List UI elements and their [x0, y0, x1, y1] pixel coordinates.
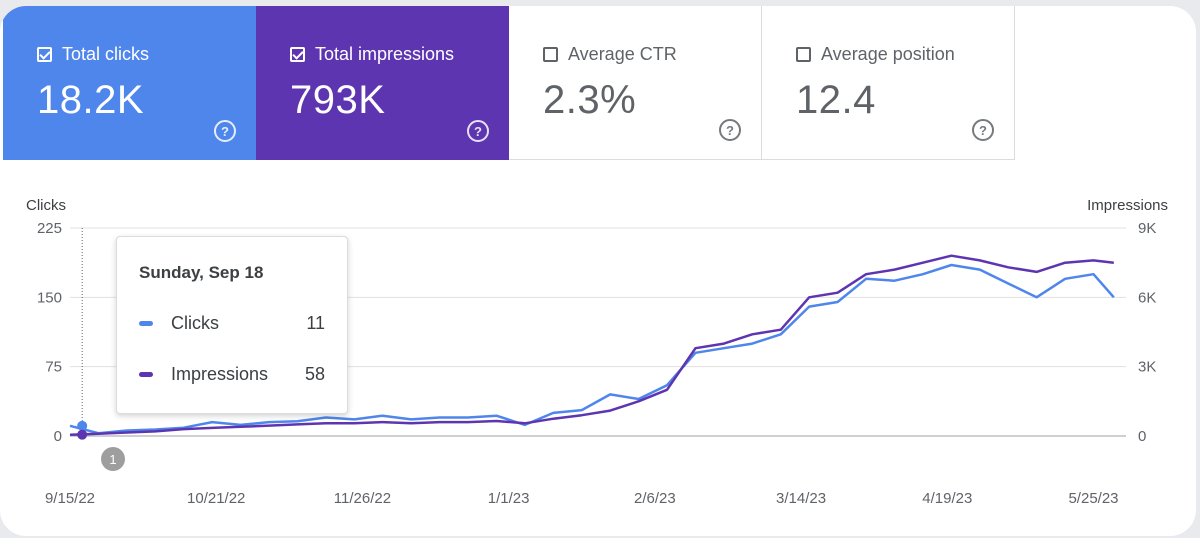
card-label: Average CTR [568, 44, 677, 64]
checkbox-checked-icon[interactable] [290, 47, 305, 62]
y-tick-right: 0 [1138, 428, 1146, 445]
x-tick: 2/6/23 [634, 490, 676, 507]
tooltip-row-clicks: Clicks 11 [139, 313, 325, 334]
tooltip-label: Impressions [171, 364, 269, 384]
annotation-marker[interactable]: 1 [101, 447, 125, 471]
y-axis-right-title: Impressions [1087, 197, 1168, 214]
total-clicks-card[interactable]: Total clicks 18.2K ? [3, 6, 256, 160]
y-tick-left: 225 [37, 220, 62, 237]
average-position-card[interactable]: Average position 12.4 ? [762, 6, 1015, 160]
impressions-swatch [139, 372, 153, 377]
checkbox-unchecked-icon[interactable] [796, 47, 811, 62]
tooltip-value: 58 [304, 364, 325, 384]
help-icon[interactable]: ? [719, 119, 741, 141]
tooltip-label: Clicks [171, 313, 219, 333]
x-tick: 9/15/22 [45, 490, 95, 507]
y-axis-left-title: Clicks [26, 197, 66, 214]
card-header: Average position [796, 44, 955, 65]
card-label: Total impressions [315, 44, 455, 64]
performance-chart: Clicks Impressions 0 0 75 3K 150 6K 225 9K 9/15/22… [26, 197, 1168, 507]
chart-tooltip: Sunday, Sep 18 Clicks 11 Impressions 58 [116, 236, 348, 414]
tooltip-row-impressions: Impressions 58 [139, 364, 325, 385]
x-tick: 10/21/22 [187, 490, 245, 507]
card-label: Total clicks [62, 44, 150, 64]
help-icon[interactable]: ? [214, 120, 236, 142]
summary-cards: Total clicks 18.2K ? Total impressions 7… [3, 6, 1017, 160]
y-tick-left: 150 [37, 289, 62, 306]
y-tick-right: 6K [1138, 289, 1156, 306]
tooltip-value: 11 [306, 313, 325, 333]
x-tick: 3/14/23 [776, 490, 826, 507]
hover-point-impressions [77, 429, 88, 440]
clicks-swatch [139, 321, 153, 326]
series-line-clicks [69, 263, 1115, 435]
x-tick: 11/26/22 [334, 490, 391, 507]
average-ctr-card[interactable]: Average CTR 2.3% ? [509, 6, 762, 160]
y-tick-left: 75 [45, 359, 62, 376]
total-impressions-card[interactable]: Total impressions 793K ? [256, 6, 509, 160]
x-tick: 1/1/23 [488, 490, 530, 507]
y-tick-left: 0 [54, 428, 62, 445]
card-value: 2.3% [543, 78, 637, 122]
x-tick: 4/19/23 [922, 490, 972, 507]
series-line-impressions [69, 254, 1114, 436]
checkbox-unchecked-icon[interactable] [543, 47, 558, 62]
card-label: Average position [821, 44, 955, 64]
tooltip-date: Sunday, Sep 18 [139, 263, 264, 282]
help-icon[interactable]: ? [972, 119, 994, 141]
y-tick-right: 9K [1138, 220, 1156, 237]
card-value: 18.2K [37, 78, 145, 122]
x-tick: 5/25/23 [1068, 490, 1118, 507]
y-tick-right: 3K [1138, 359, 1156, 376]
card-value: 12.4 [796, 78, 876, 122]
card-header: Total impressions [290, 44, 454, 65]
card-header: Total clicks [37, 44, 149, 65]
hover-point-clicks [77, 420, 88, 431]
card-value: 793K [290, 78, 386, 122]
card-header: Average CTR [543, 44, 677, 65]
performance-panel: Total clicks 18.2K ? Total impressions 7… [0, 6, 1196, 536]
help-icon[interactable]: ? [467, 120, 489, 142]
checkbox-checked-icon[interactable] [37, 47, 52, 62]
